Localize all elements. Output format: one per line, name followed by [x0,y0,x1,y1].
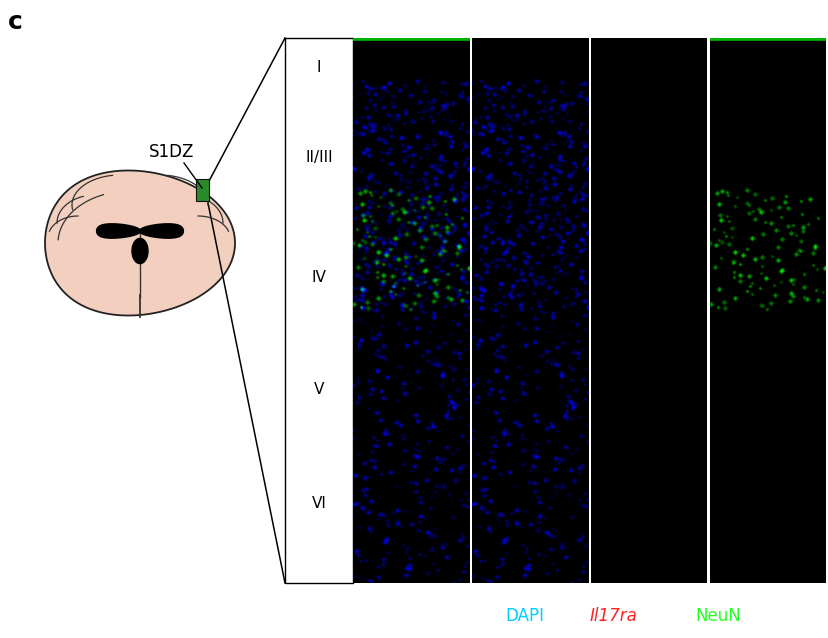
Text: S1DZ: S1DZ [149,143,195,161]
Polygon shape [132,239,148,263]
Text: Il17ra: Il17ra [590,607,637,625]
Bar [285,38,353,583]
Text: DAPI: DAPI [504,607,543,625]
Text: I: I [316,61,321,75]
Text: c: c [8,10,23,34]
Bar [195,179,209,201]
Text: V: V [314,382,324,397]
Text: VI: VI [311,496,326,512]
Polygon shape [45,170,234,316]
Polygon shape [97,224,141,238]
Text: II/III: II/III [305,151,332,165]
Text: IV: IV [311,271,326,285]
Text: NeuN: NeuN [694,607,740,625]
Polygon shape [139,224,183,238]
